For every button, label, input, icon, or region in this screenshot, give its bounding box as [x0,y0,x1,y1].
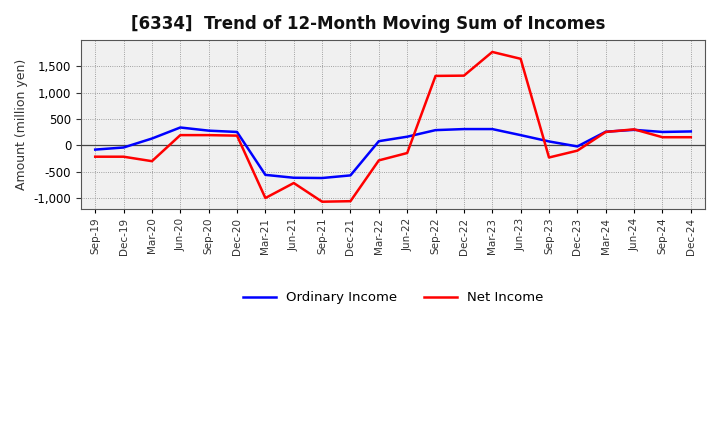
Net Income [204,132,213,138]
Net Income [176,132,184,138]
Net Income [318,199,326,204]
Net Income [403,150,412,156]
Net Income [658,135,667,140]
Net Income [374,158,383,163]
Ordinary Income [233,129,241,135]
Ordinary Income [488,126,497,132]
Net Income [573,148,582,153]
Ordinary Income [91,147,99,152]
Ordinary Income [658,129,667,135]
Ordinary Income [148,136,156,141]
Ordinary Income [374,139,383,144]
Ordinary Income [204,128,213,133]
Ordinary Income [516,132,525,138]
Legend: Ordinary Income, Net Income: Ordinary Income, Net Income [238,286,549,309]
Ordinary Income [545,139,554,144]
Ordinary Income [120,145,128,150]
Net Income [545,155,554,160]
Ordinary Income [346,173,355,178]
Ordinary Income [176,125,184,130]
Net Income [289,180,298,186]
Line: Ordinary Income: Ordinary Income [95,128,690,178]
Net Income [148,158,156,164]
Net Income [516,56,525,62]
Ordinary Income [289,175,298,180]
Line: Net Income: Net Income [95,52,690,202]
Y-axis label: Amount (million yen): Amount (million yen) [15,59,28,190]
Net Income [488,49,497,55]
Text: [6334]  Trend of 12-Month Moving Sum of Incomes: [6334] Trend of 12-Month Moving Sum of I… [131,15,606,33]
Ordinary Income [573,144,582,149]
Ordinary Income [686,129,695,134]
Net Income [233,133,241,138]
Net Income [261,195,270,201]
Net Income [601,129,610,135]
Net Income [459,73,468,78]
Ordinary Income [403,134,412,139]
Ordinary Income [459,126,468,132]
Ordinary Income [601,129,610,134]
Ordinary Income [261,172,270,177]
Net Income [91,154,99,159]
Net Income [686,135,695,140]
Net Income [630,127,639,132]
Ordinary Income [630,127,639,132]
Net Income [120,154,128,159]
Ordinary Income [318,176,326,181]
Net Income [346,198,355,204]
Net Income [431,73,440,79]
Ordinary Income [431,128,440,133]
